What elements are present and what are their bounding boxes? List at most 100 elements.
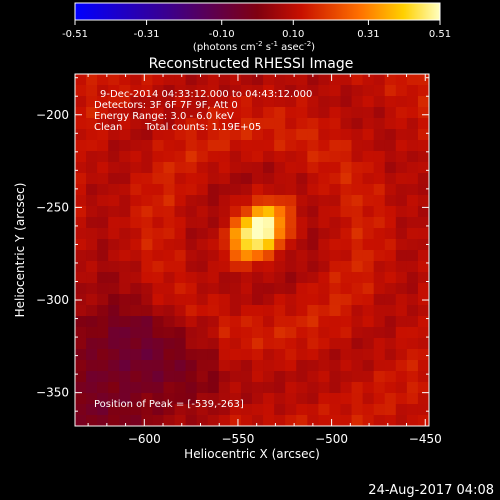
heatmap-pixel <box>152 382 164 394</box>
heatmap-pixel <box>141 96 153 108</box>
heatmap-pixel <box>196 349 209 361</box>
heatmap-pixel <box>75 272 87 284</box>
heatmap-pixel <box>185 349 198 361</box>
heatmap-pixel <box>196 316 209 328</box>
heatmap-pixel <box>185 239 198 251</box>
heatmap-pixel <box>263 349 275 361</box>
heatmap-pixel <box>329 129 341 141</box>
heatmap-pixel <box>130 393 142 405</box>
heatmap-pixel <box>362 173 375 185</box>
heatmap-pixel <box>229 360 242 372</box>
heatmap-pixel <box>395 283 408 295</box>
heatmap-pixel <box>351 217 364 229</box>
heatmap-pixel <box>340 283 352 295</box>
heatmap-pixel <box>296 206 308 218</box>
heatmap-pixel <box>329 305 341 317</box>
heatmap-pixel <box>130 371 142 383</box>
heatmap-pixel <box>218 316 231 328</box>
heatmap-pixel <box>351 283 364 295</box>
heatmap-pixel <box>395 272 408 284</box>
heatmap-pixel <box>318 228 330 240</box>
heatmap-pixel <box>274 371 286 383</box>
heatmap-pixel <box>174 382 187 394</box>
heatmap-pixel <box>86 360 98 372</box>
heatmap-pixel <box>362 404 375 416</box>
heatmap-pixel <box>307 272 319 284</box>
heatmap-pixel <box>141 349 153 361</box>
heatmap-pixel <box>263 85 275 97</box>
heatmap-pixel <box>196 360 209 372</box>
heatmap-pixel <box>417 338 430 350</box>
heatmap-pixel <box>130 140 142 152</box>
colorbar-tick-label: 0.31 <box>357 29 379 40</box>
y-tick-label: −300 <box>36 293 69 307</box>
heatmap-pixel <box>274 294 286 306</box>
heatmap-pixel <box>263 393 275 405</box>
heatmap-pixel <box>285 327 297 339</box>
heatmap-pixel <box>119 162 131 174</box>
heatmap-pixel <box>296 294 308 306</box>
heatmap-pixel <box>263 151 275 163</box>
heatmap-pixel <box>318 382 330 394</box>
heatmap-pixel <box>285 129 297 141</box>
heatmap-pixel <box>274 250 286 262</box>
peak-position-label: Position of Peak = [-539,-263] <box>94 399 244 410</box>
heatmap-pixel <box>196 107 209 119</box>
heatmap-pixel <box>252 206 264 218</box>
heatmap-pixel <box>174 162 187 174</box>
heatmap-pixel <box>108 162 120 174</box>
heatmap-pixel <box>417 349 430 361</box>
heatmap-pixel <box>395 140 408 152</box>
heatmap-pixel <box>108 305 120 317</box>
heatmap-pixel <box>296 228 308 240</box>
heatmap-pixel <box>307 360 319 372</box>
heatmap-pixel <box>163 404 175 416</box>
heatmap-pixel <box>163 151 175 163</box>
heatmap-pixel <box>141 338 153 350</box>
heatmap-pixel <box>174 360 187 372</box>
heatmap-pixel <box>218 327 231 339</box>
heatmap-pixel <box>296 184 308 196</box>
heatmap-pixel <box>274 382 286 394</box>
heatmap-pixel <box>351 294 364 306</box>
heatmap-pixel <box>163 206 175 218</box>
heatmap-pixel <box>395 239 408 251</box>
heatmap-pixel <box>384 349 397 361</box>
heatmap-pixel <box>252 151 264 163</box>
heatmap-pixel <box>108 151 120 163</box>
heatmap-pixel <box>108 173 120 185</box>
heatmap-pixel <box>406 129 419 141</box>
heatmap-pixel <box>417 217 430 229</box>
heatmap-pixel <box>229 316 242 328</box>
heatmap-pixel <box>218 96 231 108</box>
heatmap-pixel <box>406 371 419 383</box>
colorbar-tick-label: -0.10 <box>209 29 235 40</box>
heatmap-pixel <box>185 338 198 350</box>
heatmap-pixel <box>307 349 319 361</box>
heatmap-pixel <box>395 217 408 229</box>
colorbar-gradient <box>74 2 441 21</box>
heatmap-pixel <box>417 360 430 372</box>
heatmap-pixel <box>395 107 408 119</box>
heatmap-pixel <box>252 338 264 350</box>
heatmap-pixel <box>384 228 397 240</box>
colorbar-tick-label: -0.51 <box>62 29 88 40</box>
heatmap-pixel <box>252 173 264 185</box>
heatmap-pixel <box>152 162 164 174</box>
heatmap-pixel <box>174 129 187 141</box>
heatmap-pixel <box>229 382 242 394</box>
heatmap-pixel <box>351 85 364 97</box>
heatmap-pixel <box>229 404 242 416</box>
heatmap-pixel <box>307 294 319 306</box>
heatmap-pixel <box>97 316 109 328</box>
heatmap-pixel <box>329 294 341 306</box>
heatmap-pixel <box>329 206 341 218</box>
x-tick-label: −500 <box>315 432 348 446</box>
heatmap-pixel <box>252 393 264 405</box>
heatmap-pixel <box>207 74 220 86</box>
heatmap-pixel <box>417 371 430 383</box>
heatmap-pixel <box>384 305 397 317</box>
heatmap-pixel <box>75 206 87 218</box>
heatmap-pixel <box>130 151 142 163</box>
heatmap-pixel <box>384 371 397 383</box>
